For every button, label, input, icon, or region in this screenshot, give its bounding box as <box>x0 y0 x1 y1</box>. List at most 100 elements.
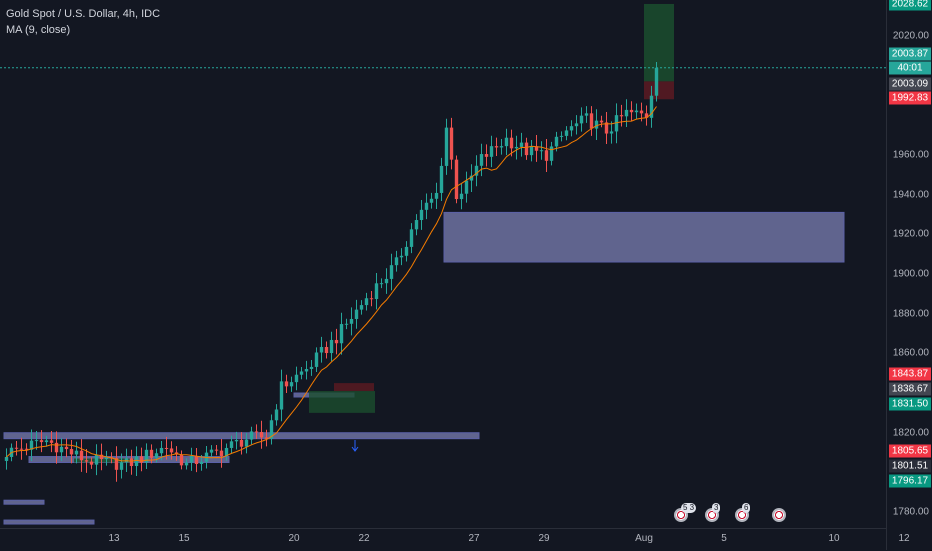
badge-grey: 1838.67 <box>889 382 931 396</box>
candle-body <box>514 146 519 149</box>
candle-body <box>604 122 609 134</box>
zone-rect <box>443 211 845 263</box>
candle-body <box>44 440 49 443</box>
countdown-badge: 40:01 <box>889 61 931 75</box>
candle-body <box>184 462 189 466</box>
candle-body <box>484 154 489 157</box>
candle-body <box>419 209 424 221</box>
candle-body <box>19 448 24 450</box>
candle-body <box>284 381 289 387</box>
price-tick-label: 1780.00 <box>892 506 929 518</box>
candle-body <box>554 136 559 147</box>
price-chart[interactable] <box>0 0 886 528</box>
stop-zone-rect <box>644 81 674 100</box>
price-tick-label: 1940.00 <box>892 189 929 201</box>
candle-body <box>594 120 599 129</box>
time-tick-label: 12 <box>898 533 910 544</box>
candle-body <box>199 461 204 465</box>
time-tick-label: 15 <box>178 533 190 544</box>
long-position-box <box>644 3 674 100</box>
candle-body <box>89 461 94 465</box>
candlestick-series <box>4 61 659 482</box>
badge-dark: 1801.51 <box>889 459 931 473</box>
candle-body <box>489 146 494 157</box>
candle-body <box>549 146 554 161</box>
candle-body <box>649 95 654 118</box>
time-tick-label: 13 <box>108 533 120 544</box>
candle-body <box>149 449 154 458</box>
candle-body <box>404 246 409 256</box>
badge-red-upper: 1992.83 <box>889 91 931 105</box>
candle-body <box>259 432 264 438</box>
candle-body <box>544 150 549 161</box>
candle-body <box>499 146 504 148</box>
candle-body <box>29 440 34 450</box>
badge-green-bottom: 1796.17 <box>889 474 931 488</box>
candle-body <box>164 447 169 449</box>
candle-body <box>154 453 159 458</box>
candle-body <box>209 449 214 453</box>
candle-body <box>374 283 379 300</box>
candle-body <box>449 127 454 160</box>
candle-body <box>114 458 119 470</box>
symbol-title[interactable]: Gold Spot / U.S. Dollar, 4h, IDC <box>6 8 161 20</box>
time-tick-label: 29 <box>538 533 550 544</box>
candle-body <box>289 382 294 387</box>
candle-body <box>469 175 474 181</box>
candle-body <box>369 298 374 300</box>
time-axis[interactable]: 13 15 20 22 27 29 Aug 5 10 12 <box>0 528 910 551</box>
candle-body <box>214 449 219 451</box>
candle-body <box>479 154 484 166</box>
candle-body <box>349 318 354 324</box>
price-tick-label: 1920.00 <box>892 228 929 240</box>
candle-body <box>399 255 404 258</box>
candle-body <box>254 431 259 433</box>
badge-red-lower: 1843.87 <box>889 367 931 381</box>
candle-body <box>599 120 604 123</box>
position-target-rect <box>74 458 134 463</box>
price-tick-label: 1880.00 <box>892 308 929 320</box>
candle-body <box>614 115 619 132</box>
candle-body <box>249 431 254 440</box>
candle-body <box>169 448 174 453</box>
candle-body <box>434 192 439 199</box>
event-count: 3 <box>712 503 721 513</box>
time-tick-label: 22 <box>358 533 370 544</box>
candle-body <box>304 369 309 372</box>
us-flag-icon[interactable] <box>772 508 786 522</box>
candle-body <box>314 352 319 367</box>
candle-body <box>24 448 29 450</box>
candle-body <box>334 339 339 344</box>
price-tick-label: 1960.00 <box>892 149 929 161</box>
candle-body <box>49 440 54 443</box>
candle-body <box>274 409 279 421</box>
candle-body <box>269 420 274 439</box>
candle-body <box>529 146 534 156</box>
candle-body <box>34 440 39 442</box>
time-tick-label: 27 <box>468 533 480 544</box>
target-zone-rect <box>644 3 674 82</box>
badge-top: 2028.62 <box>889 0 931 11</box>
candle-body <box>409 229 414 247</box>
candle-body <box>439 165 444 193</box>
candle-body <box>309 366 314 370</box>
candle-body <box>194 456 199 465</box>
candle-body <box>579 115 584 124</box>
candle-body <box>39 440 44 443</box>
candle-body <box>464 180 469 194</box>
candle-body <box>559 135 564 137</box>
candle-body <box>654 67 659 96</box>
candle-body <box>619 115 624 117</box>
price-axis[interactable]: 2020.00 1960.00 1940.00 1920.00 1900.00 1880.… <box>886 0 932 550</box>
indicator-label[interactable]: MA (9, close) <box>6 24 71 36</box>
candle-body <box>339 324 344 344</box>
candle-body <box>144 449 149 463</box>
candle-body <box>494 146 499 148</box>
candle-body <box>639 110 644 114</box>
chart-legend: Gold Spot / U.S. Dollar, 4h, IDC MA (9, … <box>6 6 160 38</box>
candle-body <box>4 456 9 461</box>
candle-body <box>384 278 389 284</box>
candle-body <box>329 339 334 354</box>
candle-body <box>474 165 479 176</box>
candle-body <box>234 439 239 442</box>
